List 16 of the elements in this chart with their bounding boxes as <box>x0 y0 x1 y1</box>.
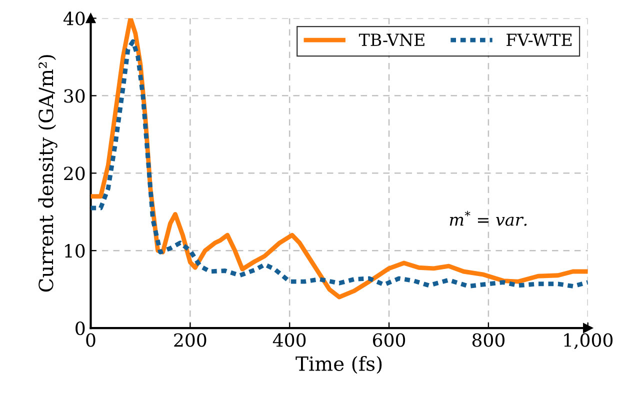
y-tick-label: 30 <box>64 89 85 103</box>
x-axis-title: Time (fs) <box>296 356 382 374</box>
x-tick-label: 400 <box>272 333 306 347</box>
y-tick-label: 40 <box>63 12 85 26</box>
y-tick-label: 10 <box>65 244 85 258</box>
x-tick-label: 1,000 <box>564 333 613 350</box>
x-tick-label: 0 <box>86 333 96 347</box>
annotation: m$^{*}$ = var. <box>450 210 527 226</box>
legend-label: FV-WTE <box>506 34 572 46</box>
y-tick-label: 20 <box>64 166 85 180</box>
legend-label: TB-VNE <box>358 34 424 46</box>
x-tick-label: 800 <box>472 333 504 347</box>
x-tick-label: 200 <box>174 333 206 347</box>
y-axis-title: Current density (GA/m²) <box>38 55 58 292</box>
x-tick-label: 600 <box>373 333 406 347</box>
y-tick-label: 0 <box>76 322 85 336</box>
